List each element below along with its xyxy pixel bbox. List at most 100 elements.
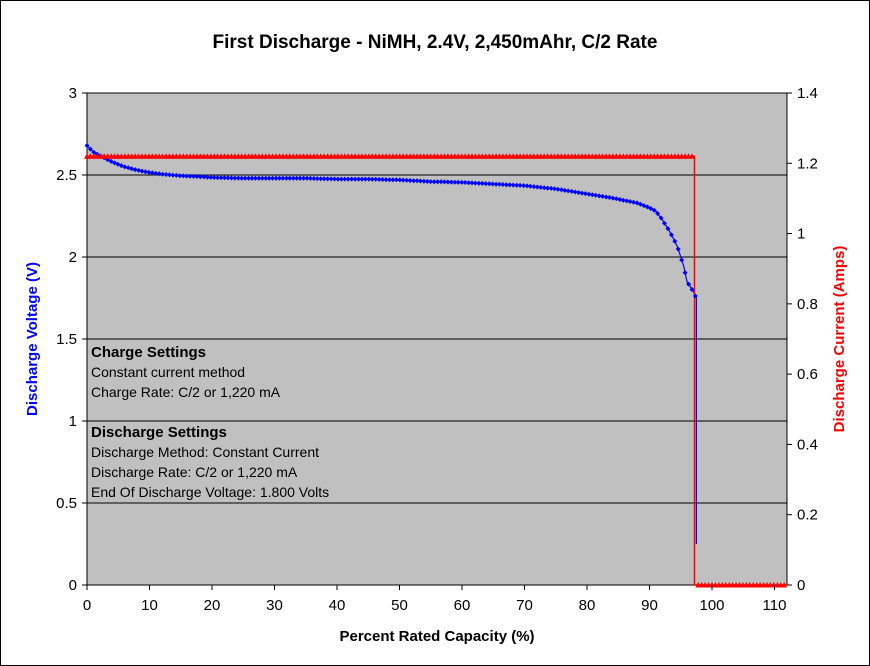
voltage-point bbox=[215, 175, 221, 181]
voltage-point bbox=[153, 170, 159, 176]
voltage-point bbox=[500, 182, 506, 187]
voltage-point bbox=[689, 287, 695, 292]
voltage-point bbox=[648, 206, 654, 211]
voltage-point bbox=[455, 179, 461, 185]
voltage-point bbox=[613, 196, 619, 202]
voltage-point bbox=[290, 175, 296, 181]
voltage-point bbox=[407, 178, 413, 183]
x-tick-label: 10 bbox=[141, 597, 158, 614]
voltage-point bbox=[438, 179, 444, 185]
discharge-settings-heading: Discharge Settings bbox=[91, 424, 227, 441]
voltage-point bbox=[156, 171, 162, 177]
voltage-point bbox=[397, 177, 403, 183]
voltage-point bbox=[349, 176, 355, 182]
voltage-point bbox=[552, 186, 557, 192]
voltage-point bbox=[514, 182, 520, 188]
voltage-point bbox=[435, 179, 441, 185]
voltage-point bbox=[283, 175, 289, 181]
voltage-point bbox=[607, 195, 612, 200]
voltage-point bbox=[486, 181, 492, 187]
x-axis-title: Percent Rated Capacity (%) bbox=[339, 628, 534, 645]
voltage-point bbox=[445, 179, 451, 185]
charge-settings-line: Constant current method bbox=[91, 364, 245, 380]
voltage-point bbox=[462, 180, 468, 185]
x-tick-label: 30 bbox=[266, 597, 283, 614]
voltage-point bbox=[280, 175, 286, 181]
voltage-point bbox=[366, 176, 372, 182]
voltage-point bbox=[383, 177, 389, 183]
voltage-point bbox=[527, 183, 533, 189]
voltage-point bbox=[390, 177, 396, 183]
voltage-point bbox=[469, 180, 475, 186]
voltage-point bbox=[417, 178, 423, 184]
voltage-point bbox=[191, 173, 197, 179]
voltage-point bbox=[273, 175, 279, 181]
x-tick-label: 110 bbox=[763, 597, 787, 614]
voltage-point bbox=[163, 172, 169, 177]
voltage-point bbox=[318, 176, 324, 182]
voltage-point bbox=[139, 168, 145, 174]
voltage-point bbox=[266, 175, 272, 181]
voltage-point bbox=[314, 176, 320, 182]
voltage-point bbox=[187, 173, 193, 179]
y-left-tick-label: 2.5 bbox=[56, 167, 77, 184]
voltage-point bbox=[483, 181, 489, 187]
voltage-point bbox=[342, 176, 348, 182]
voltage-point bbox=[91, 149, 97, 155]
voltage-point bbox=[332, 176, 337, 182]
voltage-point bbox=[414, 178, 420, 184]
voltage-point bbox=[287, 175, 293, 181]
voltage-point bbox=[393, 177, 399, 183]
voltage-point bbox=[400, 177, 406, 183]
voltage-point bbox=[173, 172, 179, 178]
x-tick-label: 70 bbox=[516, 597, 533, 614]
voltage-point bbox=[586, 191, 592, 197]
discharge-settings-line: Discharge Rate: C/2 or 1,220 mA bbox=[91, 464, 298, 480]
voltage-point bbox=[259, 175, 265, 181]
voltage-point bbox=[369, 176, 375, 182]
discharge-settings-line: Discharge Method: Constant Current bbox=[91, 444, 319, 460]
voltage-point bbox=[538, 184, 544, 190]
voltage-point bbox=[524, 183, 530, 189]
voltage-point bbox=[325, 176, 331, 182]
voltage-point bbox=[246, 175, 252, 181]
voltage-point bbox=[270, 175, 276, 181]
y-left-tick-label: 3 bbox=[69, 85, 77, 102]
y-left-tick-label: 2 bbox=[69, 249, 77, 266]
voltage-point bbox=[593, 192, 599, 198]
voltage-point bbox=[589, 192, 595, 198]
voltage-point bbox=[431, 179, 437, 185]
voltage-point bbox=[311, 176, 317, 181]
voltage-point bbox=[197, 174, 203, 180]
voltage-point bbox=[184, 173, 190, 179]
y-right-tick-label: 1 bbox=[797, 226, 805, 243]
voltage-point bbox=[373, 176, 379, 182]
voltage-point bbox=[204, 174, 210, 180]
series-layer bbox=[84, 143, 788, 588]
voltage-point bbox=[472, 180, 478, 186]
voltage-point bbox=[170, 172, 176, 178]
voltage-point bbox=[194, 174, 200, 179]
voltage-point bbox=[620, 197, 626, 203]
voltage-point bbox=[582, 191, 588, 197]
voltage-point bbox=[631, 199, 637, 205]
y-axis-left-title: Discharge Voltage (V) bbox=[24, 262, 41, 416]
voltage-point bbox=[686, 281, 692, 287]
voltage-point bbox=[424, 178, 430, 184]
voltage-point bbox=[668, 232, 674, 238]
y-right-tick-label: 1.2 bbox=[797, 155, 818, 172]
voltage-point bbox=[301, 175, 307, 181]
voltage-point bbox=[576, 190, 582, 195]
voltage-point bbox=[610, 195, 616, 201]
voltage-point bbox=[294, 175, 300, 181]
voltage-point bbox=[531, 184, 537, 190]
voltage-point bbox=[136, 167, 142, 173]
voltage-point bbox=[345, 176, 351, 182]
voltage-point bbox=[338, 176, 344, 182]
x-tick-label: 50 bbox=[391, 597, 408, 614]
voltage-point bbox=[572, 189, 578, 195]
voltage-point bbox=[421, 178, 427, 184]
